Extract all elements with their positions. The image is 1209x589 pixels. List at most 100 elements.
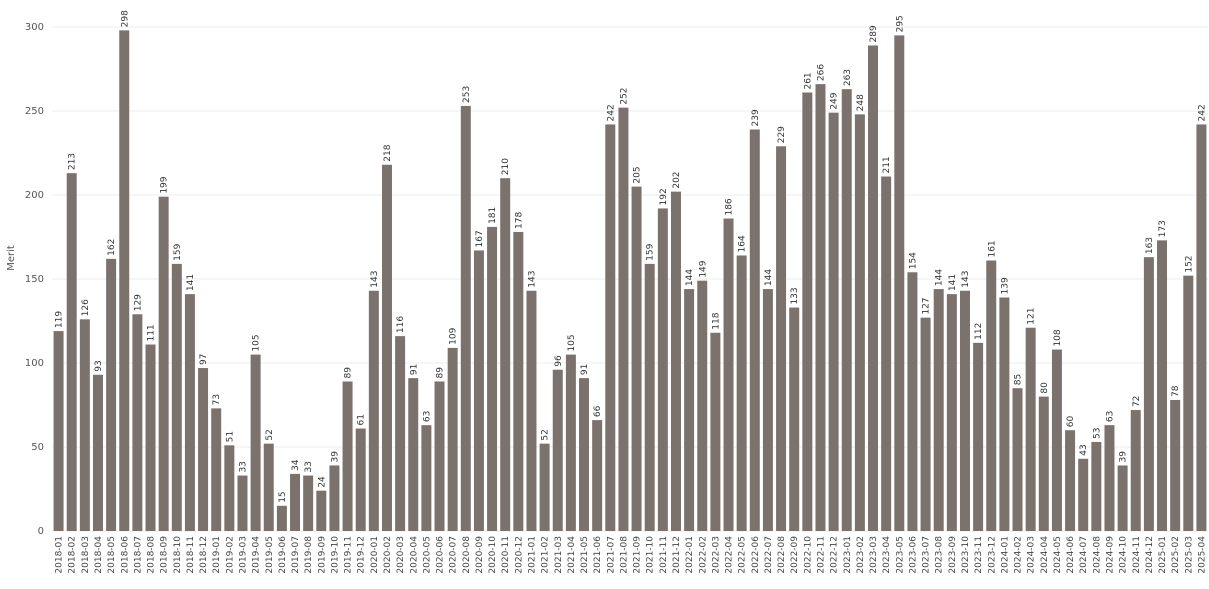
x-tick-label: 2024-02: [1014, 536, 1024, 574]
value-label: 181: [488, 207, 498, 224]
x-tick-label: 2020-08: [462, 536, 472, 574]
value-label: 109: [449, 327, 459, 344]
value-label: 78: [1171, 385, 1181, 397]
x-tick-label: 2018-05: [107, 536, 117, 574]
x-tick-label: 2018-04: [94, 536, 104, 574]
x-tick-label: 2019-02: [225, 536, 235, 574]
y-tick-label: 250: [25, 106, 44, 117]
x-tick-label: 2018-08: [147, 536, 157, 574]
bar: [670, 191, 681, 531]
value-label: 213: [68, 153, 78, 170]
bar: [500, 178, 511, 531]
value-label: 154: [908, 252, 918, 269]
value-label: 152: [1184, 255, 1194, 272]
value-label: 112: [974, 323, 984, 340]
bar: [1025, 327, 1036, 531]
value-label: 63: [422, 411, 432, 422]
bar: [79, 319, 90, 531]
x-tick-label: 2023-12: [987, 536, 997, 574]
bar: [815, 84, 826, 532]
bar: [211, 408, 222, 531]
value-label: 118: [711, 312, 721, 329]
value-label: 52: [265, 429, 275, 440]
value-label: 239: [751, 109, 761, 126]
x-tick-label: 2021-07: [606, 536, 616, 574]
value-label: 205: [633, 166, 643, 183]
x-tick-label: 2023-11: [974, 536, 984, 574]
bar: [868, 45, 879, 531]
x-tick-label: 2019-06: [278, 536, 288, 574]
x-tick-label: 2022-12: [830, 536, 840, 574]
x-tick-label: 2021-04: [567, 536, 577, 574]
value-label: 202: [672, 171, 682, 188]
x-tick-label: 2020-01: [370, 536, 380, 574]
bar: [1012, 388, 1023, 531]
x-tick-label: 2025-01: [1158, 536, 1168, 574]
bar: [132, 314, 143, 531]
value-label: 89: [436, 367, 446, 379]
x-tick-label: 2023-08: [935, 536, 945, 574]
bar: [1078, 458, 1089, 531]
value-label: 144: [935, 269, 945, 286]
value-label: 162: [107, 239, 117, 256]
value-label: 249: [830, 92, 840, 109]
bar: [460, 105, 471, 532]
value-label: 93: [94, 360, 104, 371]
value-label: 96: [554, 355, 564, 367]
value-label: 133: [790, 287, 800, 304]
value-label: 298: [120, 10, 130, 27]
x-tick-label: 2021-10: [646, 536, 656, 574]
x-tick-label: 2023-01: [843, 536, 853, 574]
bar: [184, 294, 195, 531]
value-label: 119: [55, 311, 65, 328]
value-label: 218: [383, 144, 393, 161]
x-tick-label: 2024-05: [1053, 536, 1063, 574]
x-tick-label: 2023-03: [869, 536, 879, 574]
x-tick-label: 2023-04: [882, 536, 892, 574]
bar: [1091, 441, 1102, 531]
bar: [749, 129, 760, 532]
value-label: 163: [1145, 237, 1155, 254]
x-tick-label: 2021-12: [672, 536, 682, 574]
bar: [592, 420, 603, 531]
x-tick-label: 2021-02: [541, 536, 551, 574]
x-tick-label: 2018-10: [173, 536, 183, 574]
x-tick-label: 2020-06: [436, 536, 446, 574]
bar: [1196, 124, 1207, 531]
value-label: 192: [659, 188, 669, 205]
value-label: 186: [725, 198, 735, 215]
x-tick-label: 2025-04: [1197, 536, 1207, 574]
x-tick-label: 2018-03: [81, 536, 91, 574]
bar: [92, 374, 103, 531]
x-tick-label: 2023-09: [948, 536, 958, 574]
value-label: 144: [685, 269, 695, 286]
x-tick-label: 2021-08: [619, 536, 629, 574]
x-tick-label: 2018-02: [68, 536, 78, 574]
value-label: 53: [1092, 428, 1102, 439]
y-tick-label: 300: [25, 22, 44, 33]
value-label: 143: [961, 271, 971, 288]
x-tick-label: 2022-02: [698, 536, 708, 574]
bar: [828, 112, 839, 532]
value-label: 127: [922, 297, 932, 314]
x-tick-label: 2022-06: [751, 536, 761, 574]
x-tick-label: 2020-11: [501, 536, 511, 574]
bar: [946, 294, 957, 531]
value-label: 143: [370, 271, 380, 288]
y-tick-label: 0: [38, 526, 44, 537]
bar: [854, 114, 865, 532]
y-tick-label: 100: [25, 358, 44, 369]
value-label: 39: [330, 451, 340, 463]
bar: [224, 445, 235, 531]
x-tick-label: 2021-11: [659, 536, 669, 574]
value-label: 141: [948, 274, 958, 291]
x-tick-label: 2018-09: [160, 536, 170, 574]
x-tick-label: 2023-05: [895, 536, 905, 574]
x-tick-label: 2019-05: [265, 536, 275, 574]
x-tick-label: 2024-10: [1119, 536, 1129, 574]
value-label: 242: [606, 104, 616, 121]
value-label: 34: [291, 459, 301, 471]
x-tick-label: 2022-07: [764, 536, 774, 574]
bar: [329, 465, 340, 531]
